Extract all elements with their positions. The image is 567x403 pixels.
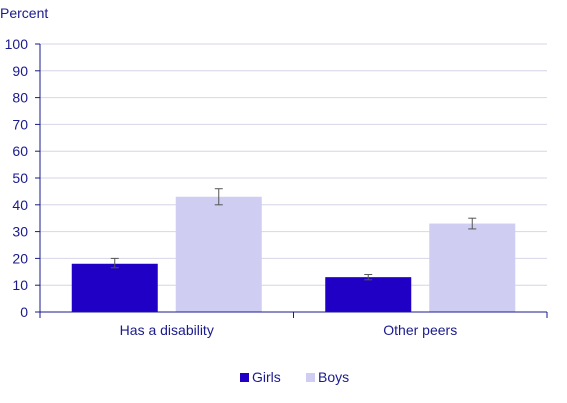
legend-swatch: [240, 373, 249, 382]
y-tick-label: 0: [20, 304, 28, 320]
bar: [429, 223, 516, 312]
y-tick-label: 90: [12, 63, 28, 79]
y-axis-unit-label: Percent: [0, 5, 48, 21]
legend-label: Girls: [252, 369, 281, 385]
legend-label: Boys: [318, 369, 349, 385]
bar: [71, 263, 158, 312]
y-tick-label: 40: [12, 197, 28, 213]
gridlines: [40, 43, 547, 286]
axes: [39, 44, 548, 318]
error-bars: [110, 188, 477, 281]
bar: [175, 196, 262, 312]
y-tick-label: 60: [12, 143, 28, 159]
category-label: Has a disability: [120, 322, 214, 338]
y-axis-ticks: 0 10 20 30 40 50 60 70 80 90 100: [5, 36, 40, 320]
legend: Girls Boys: [240, 369, 349, 385]
category-labels: Has a disability Other peers: [120, 322, 458, 338]
y-tick-label: 50: [12, 170, 28, 186]
legend-swatch: [306, 373, 315, 382]
y-tick-label: 20: [12, 250, 28, 266]
y-tick-label: 30: [12, 224, 28, 240]
y-tick-label: 10: [12, 277, 28, 293]
y-tick-label: 80: [12, 90, 28, 106]
bar: [325, 277, 412, 312]
bars: [71, 196, 516, 312]
category-label: Other peers: [383, 322, 457, 338]
y-tick-label: 70: [12, 116, 28, 132]
y-tick-label: 100: [5, 36, 29, 52]
